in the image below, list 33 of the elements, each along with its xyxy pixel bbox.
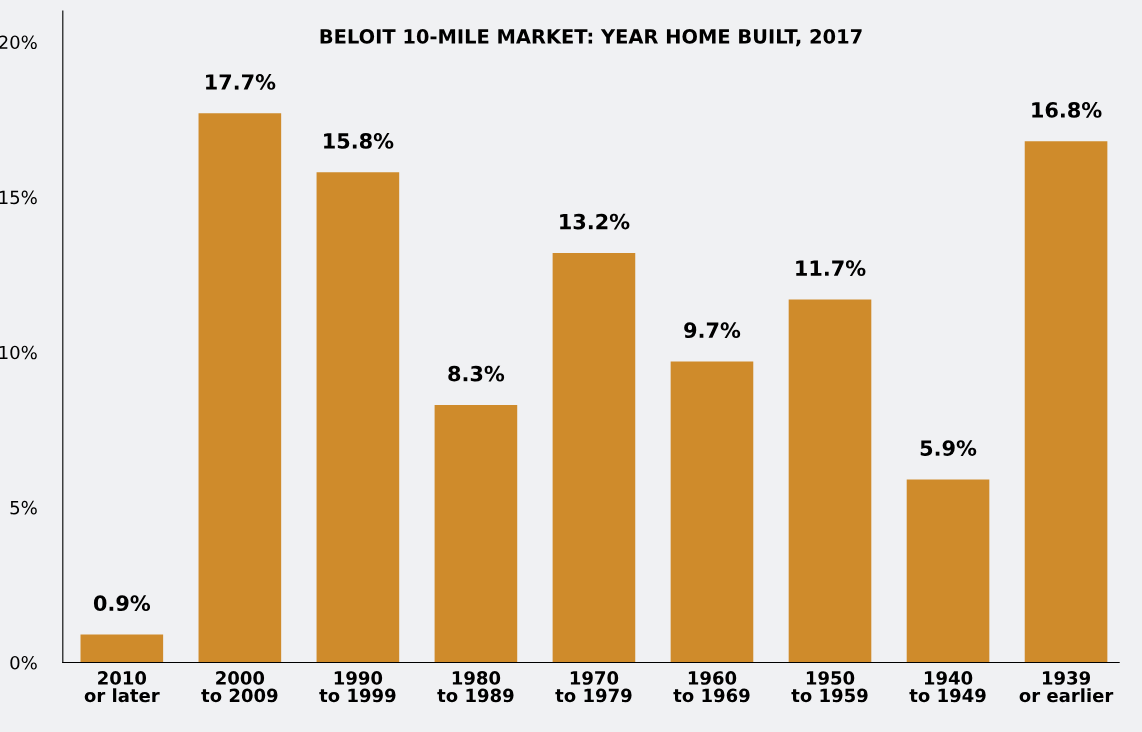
bar xyxy=(552,252,636,663)
x-tick-label: 1939 or earlier xyxy=(1019,671,1114,703)
bar xyxy=(80,634,164,663)
bar xyxy=(198,113,282,663)
x-tick-label: 2010 or later xyxy=(84,671,160,703)
x-tick-label: 1940 to 1949 xyxy=(909,671,986,703)
data-label: 11.7% xyxy=(796,260,866,277)
y-tick-label: 0% xyxy=(10,655,37,670)
y-tick-label: 10% xyxy=(0,345,37,360)
x-tick-label: 1950 to 1959 xyxy=(791,671,868,703)
bar xyxy=(788,299,872,663)
y-tick-label: 20% xyxy=(0,35,37,50)
bar xyxy=(1024,141,1108,663)
x-tick-label: 2000 to 2009 xyxy=(201,671,278,703)
data-label: 17.7% xyxy=(206,74,276,90)
data-label: 0.9% xyxy=(93,595,151,612)
data-label: 16.8% xyxy=(1032,102,1102,118)
data-label: 13.2% xyxy=(560,213,630,230)
bar xyxy=(316,172,400,663)
x-tick-label: 1980 to 1989 xyxy=(437,671,514,703)
y-tick-label: 5% xyxy=(10,500,37,515)
data-label: 5.9% xyxy=(920,440,977,456)
y-tick-label: 15% xyxy=(0,190,37,205)
bar xyxy=(670,361,754,663)
bar xyxy=(434,404,518,663)
bar xyxy=(906,479,990,663)
x-tick-label: 1970 to 1979 xyxy=(555,671,632,703)
data-label: 9.7% xyxy=(684,322,741,339)
x-tick-label: 1990 to 1999 xyxy=(319,671,396,703)
x-tick-label: 1960 to 1969 xyxy=(673,671,750,703)
text: BELOIT 10-MILE MARKET: YEAR HOME BUILT, 2017 xyxy=(320,29,862,47)
data-label: 15.8% xyxy=(324,133,394,149)
data-label: 8.3% xyxy=(448,365,505,382)
